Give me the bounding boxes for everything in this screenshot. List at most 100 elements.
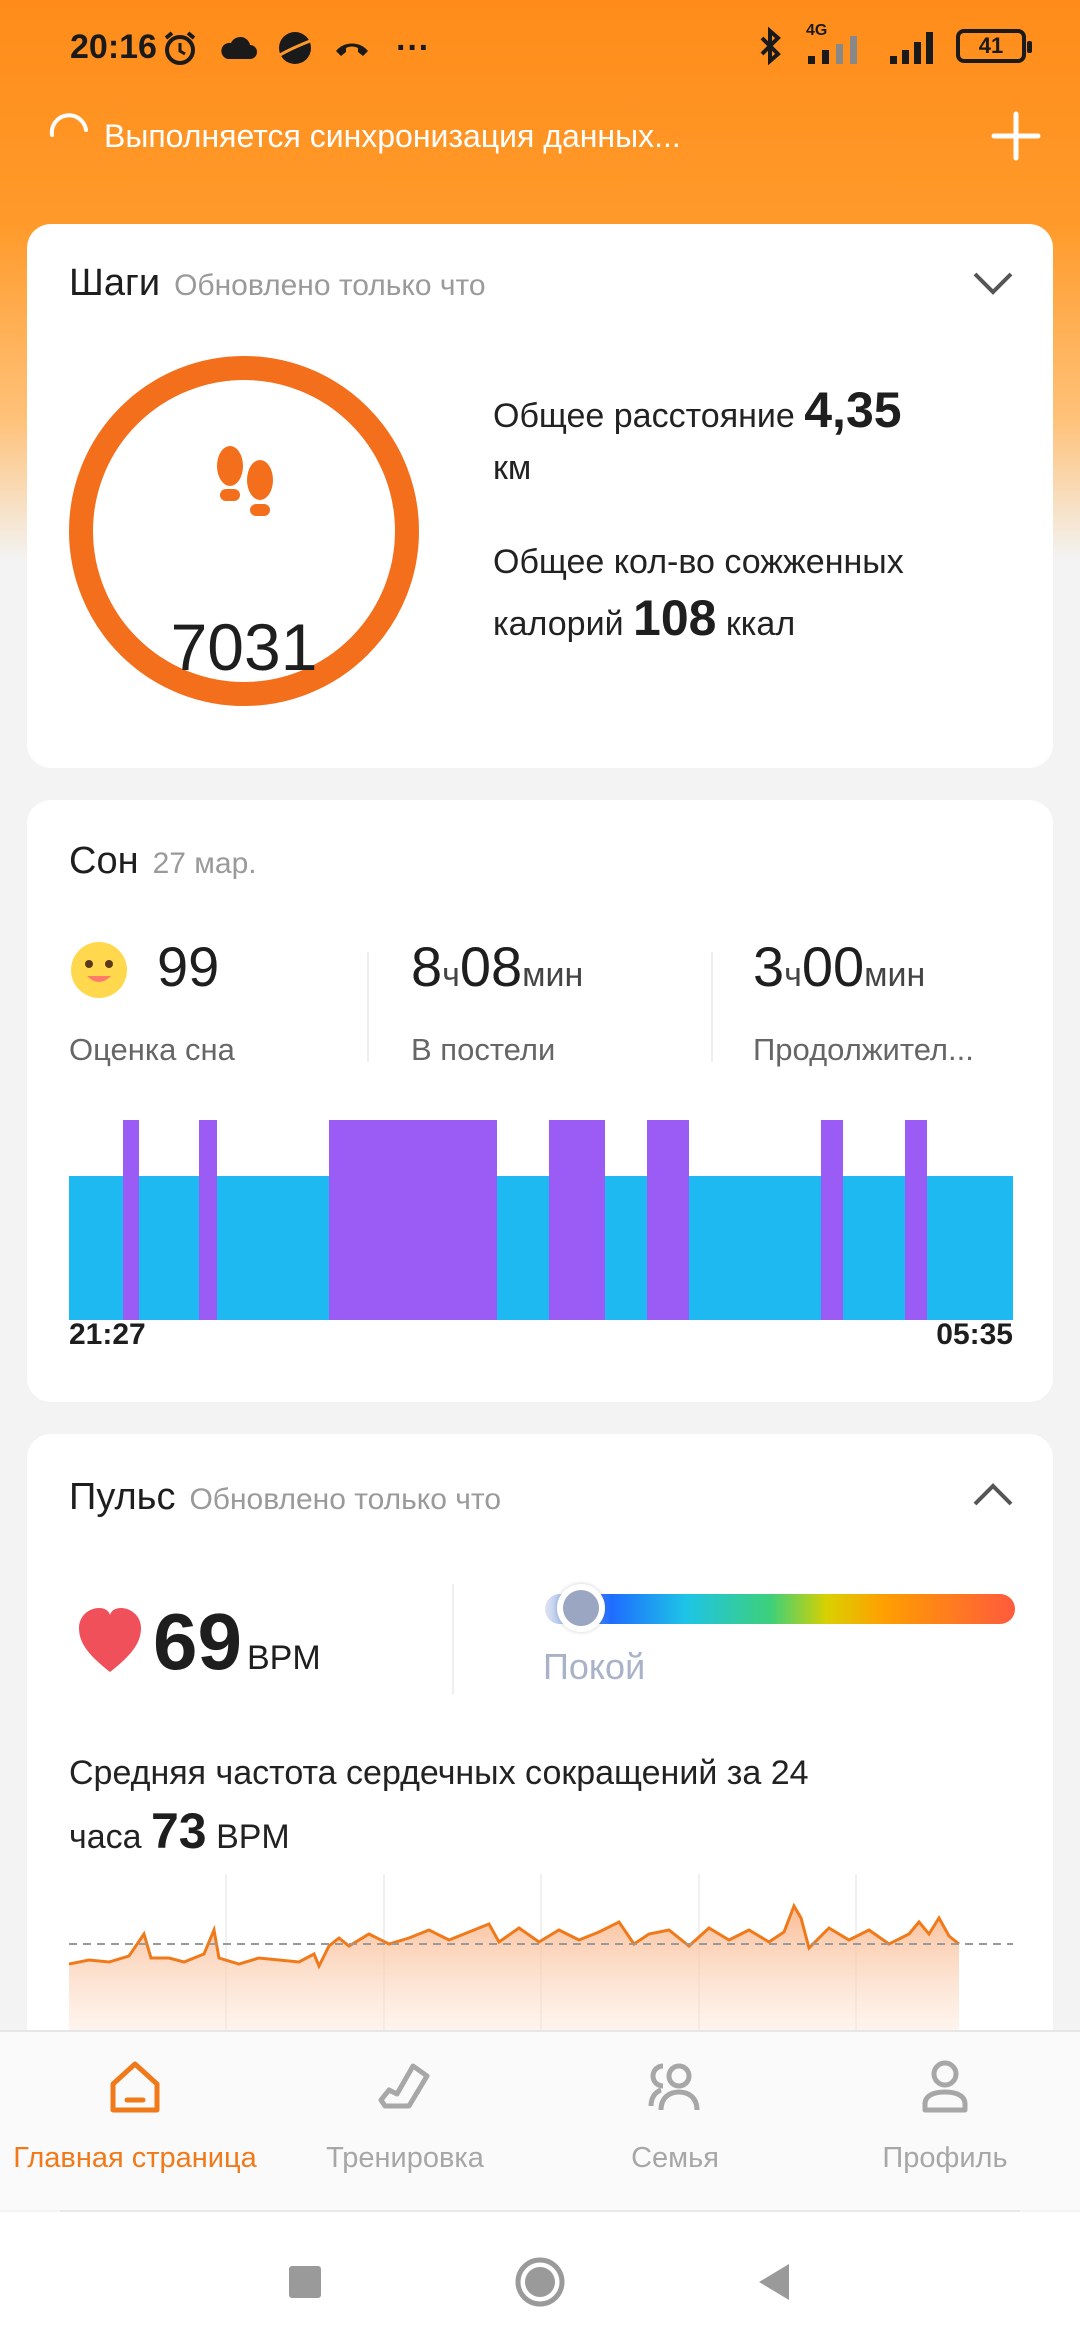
sleep-segment-deep: [199, 1120, 217, 1320]
steps-progress-ring: [69, 356, 419, 706]
signal-4g-icon: 4G: [802, 22, 872, 66]
distance-label: Общее расстояние: [493, 397, 795, 435]
cloud-icon: [221, 36, 257, 59]
steps-header: Шаги Обновлено только что: [69, 262, 486, 305]
heart-rate-card[interactable]: Пульс Обновлено только что 69 BPM Покой С…: [27, 1434, 1053, 2134]
in-bed-hours-unit: ч: [442, 956, 460, 994]
footprints-icon: [217, 446, 273, 516]
heart-rate-chart: [69, 1874, 1013, 2034]
steps-card[interactable]: Шаги Обновлено только что 7031 Общее расс…: [27, 224, 1053, 768]
nav-home[interactable]: Главная страница: [0, 2032, 270, 2212]
avg-value: 73: [151, 1803, 207, 1859]
collapse-chevron-icon[interactable]: [971, 268, 1015, 298]
heart-rate-zone-label: Покой: [543, 1646, 646, 1687]
sleep-segment-light: [69, 1176, 123, 1320]
add-button[interactable]: [986, 106, 1046, 166]
nav-profile[interactable]: Профиль: [810, 2032, 1080, 2212]
sleep-score-metric: 99 Оценка сна: [69, 932, 369, 1082]
signal-icon: [890, 32, 933, 64]
nav-workout-label: Тренировка: [326, 2142, 484, 2174]
status-notification-icons: ···: [160, 28, 430, 68]
more-notifications-icon: ···: [396, 28, 430, 67]
heart-rate-line: [69, 1902, 960, 1970]
heart-rate-area: [69, 1906, 959, 2034]
nav-separator: [60, 2210, 1020, 2212]
sleep-segment-light: [843, 1176, 905, 1320]
heart-rate-zone-indicator: [557, 1584, 605, 1632]
status-system-icons: 4G 41: [756, 22, 1032, 66]
in-bed-metric: 8ч08мин В постели: [411, 932, 711, 1082]
calories-unit: ккал: [725, 605, 796, 643]
sleep-segment-deep: [549, 1120, 605, 1320]
duration-value: 3ч00мин: [753, 934, 925, 999]
heart-rate-zone-bar: [545, 1594, 1015, 1624]
avg-label-line1: Средняя частота сердечных сокращений за …: [69, 1754, 809, 1792]
sleep-card[interactable]: Сон 27 мар. 99 Оценка сна 8ч08мин В посте…: [27, 800, 1053, 1402]
nav-family[interactable]: Семья: [540, 2032, 810, 2212]
home-icon: [110, 2061, 160, 2113]
metric-divider: [367, 952, 369, 1062]
family-icon: [648, 2063, 700, 2111]
sleep-segment-deep: [329, 1120, 497, 1320]
distance-info: Общее расстояние 4,35 км: [493, 384, 1033, 494]
sleep-segment-light: [927, 1176, 1013, 1320]
sleep-segment-light: [139, 1176, 199, 1320]
avg-unit: BPM: [216, 1818, 290, 1856]
heart-icon: [79, 1608, 141, 1672]
duration-minutes-unit: мин: [864, 956, 926, 994]
smiley-icon: [71, 942, 127, 998]
calories-label-line1: Общее кол-во сожженных: [493, 543, 904, 581]
pulse-unit: BPM: [247, 1639, 321, 1677]
sleep-stages-chart: [69, 1120, 1013, 1320]
home-system-icon[interactable]: [510, 2252, 570, 2312]
duration-hours-unit: ч: [784, 956, 802, 994]
sleep-segment-light: [605, 1176, 647, 1320]
calories-label-line2: калорий: [493, 605, 624, 643]
planet-icon: [279, 32, 311, 64]
sleep-title: Сон: [69, 840, 139, 882]
pulse-updated: Обновлено только что: [189, 1483, 502, 1516]
sleep-end-time: 05:35: [936, 1318, 1013, 1351]
calories-info: Общее кол-во сожженных калорий 108 ккал: [493, 534, 1033, 652]
steps-updated: Обновлено только что: [174, 269, 486, 302]
in-bed-label: В постели: [411, 1032, 556, 1067]
pulse-title: Пульс: [69, 1476, 176, 1518]
pulse-value: 69: [153, 1597, 242, 1686]
expand-chevron-icon[interactable]: [971, 1480, 1015, 1510]
sleep-segment-light: [497, 1176, 549, 1320]
distance-value: 4,35: [804, 382, 902, 438]
shoe-icon: [378, 2063, 430, 2109]
sync-spinner-icon: [49, 113, 88, 137]
sleep-segment-light: [689, 1176, 821, 1320]
duration-minutes: 00: [801, 935, 865, 998]
sleep-header: Сон 27 мар.: [69, 840, 257, 883]
back-icon[interactable]: [745, 2252, 805, 2312]
bottom-navigation: Главная страница Тренировка Семья Профил…: [0, 2030, 1080, 2210]
status-bar: 20:16 ··· 4G 41: [0, 0, 1080, 96]
sleep-score-label: Оценка сна: [69, 1032, 235, 1067]
nav-workout[interactable]: Тренировка: [270, 2032, 540, 2212]
sleep-metrics: 99 Оценка сна 8ч08мин В постели 3ч00мин …: [27, 932, 1053, 1082]
duration-label: Продолжител...: [753, 1032, 974, 1067]
duration-hours: 3: [753, 935, 785, 998]
nav-family-label: Семья: [631, 2142, 719, 2174]
battery-icon: 41: [956, 29, 1032, 63]
nav-home-label: Главная страница: [13, 2142, 257, 2174]
pulse-header: Пульс Обновлено только что: [69, 1476, 501, 1519]
alarm-icon: [164, 31, 196, 65]
sleep-segment-deep: [821, 1120, 843, 1320]
in-bed-value: 8ч08мин: [411, 934, 583, 999]
profile-icon: [922, 2060, 968, 2113]
pulse-divider: [452, 1584, 454, 1694]
steps-count: 7031: [170, 610, 318, 684]
recent-apps-icon[interactable]: [275, 2252, 335, 2312]
metric-divider: [711, 952, 713, 1062]
nav-profile-label: Профиль: [882, 2142, 1008, 2174]
distance-unit: км: [493, 449, 532, 487]
bluetooth-icon: [760, 26, 781, 66]
calories-value: 108: [633, 590, 717, 646]
in-bed-minutes-unit: мин: [522, 956, 584, 994]
sleep-segment-deep: [905, 1120, 927, 1320]
sleep-start-time: 21:27: [69, 1318, 146, 1351]
